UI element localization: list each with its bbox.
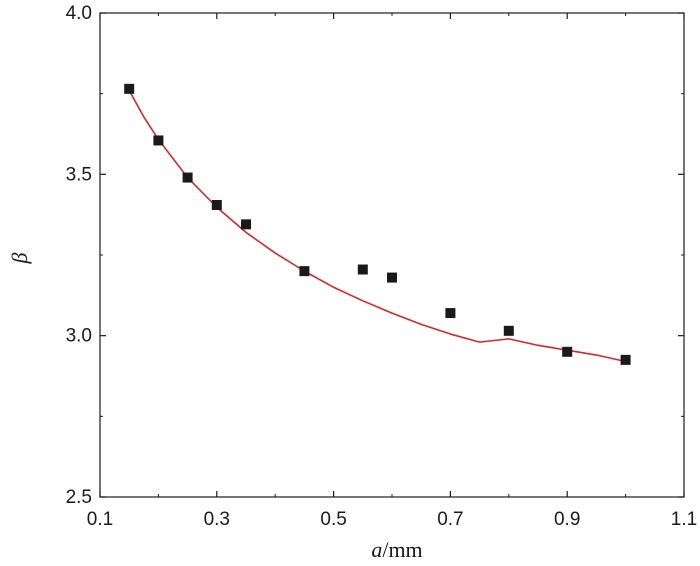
data-point (299, 266, 310, 277)
fit-curve (128, 90, 626, 363)
axes (99, 12, 685, 498)
plot-frame (99, 12, 685, 498)
x-tick-label: 0.5 (320, 509, 346, 530)
data-point (445, 308, 456, 319)
data-point (182, 172, 193, 183)
data-point (387, 272, 397, 283)
y-axis-label: β (7, 252, 32, 264)
x-axis-label-variable: a (371, 537, 382, 562)
ticks: 0.1 0.3 0.5 0.7 0.9 1.1 2.5 3.0 3.5 4.0 (66, 3, 698, 530)
data-points-layer (124, 83, 631, 365)
data-point (620, 354, 631, 365)
x-axis-label: a/mm (371, 537, 422, 562)
x-tick-label: 0.7 (437, 509, 463, 530)
data-point (153, 135, 164, 146)
y-tick-label: 4.0 (66, 3, 92, 24)
x-tick-label: 0.9 (554, 509, 580, 530)
y-tick-label: 3.0 (66, 326, 92, 347)
x-axis-label-unit: /mm (382, 537, 422, 562)
data-point (124, 83, 135, 94)
y-tick-label: 2.5 (66, 487, 92, 508)
data-point (503, 325, 514, 336)
data-point (562, 346, 573, 357)
x-tick-label: 0.3 (204, 509, 230, 530)
x-tick-label: 1.1 (671, 509, 697, 530)
data-point (357, 264, 368, 275)
y-tick-label: 3.5 (66, 164, 92, 185)
data-point (241, 219, 251, 230)
data-point (211, 199, 222, 210)
x-tick-label: 0.1 (87, 509, 113, 530)
fit-curve-layer (128, 90, 626, 363)
